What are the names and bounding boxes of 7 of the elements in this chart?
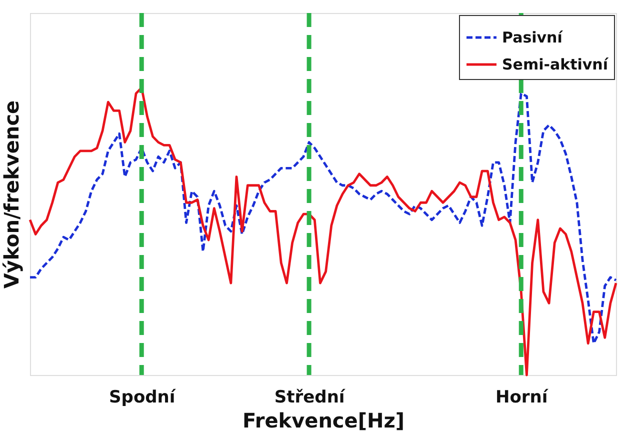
x-tick-label: Spodní [109,388,176,408]
x-tick-label: Střední [274,388,346,408]
x-tick-label: Horní [496,388,549,408]
legend-label: Semi-aktivní [502,56,609,74]
x-axis-title: Frekvence[Hz] [242,408,405,432]
y-axis-title: Výkon/frekvence [0,100,24,289]
legend-label: Pasivní [502,28,564,46]
